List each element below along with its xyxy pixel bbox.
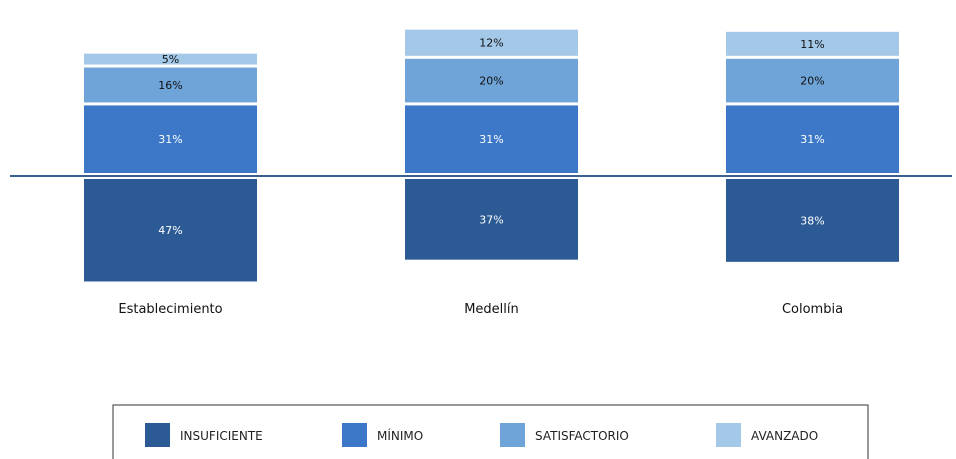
- data-label-medellin-avanzado: 12%: [479, 37, 503, 50]
- legend-swatch-avanzado: [716, 423, 741, 447]
- bar-colombia-avanzado: [726, 31, 899, 56]
- data-label-medellin-insuficiente: 37%: [479, 213, 503, 226]
- legend-label-satisfactorio: SATISFACTORIO: [535, 429, 629, 443]
- data-label-colombia-avanzado: 11%: [800, 38, 824, 51]
- data-label-establecimiento-satisfactorio: 16%: [158, 79, 182, 92]
- category-label-colombia: Colombia: [782, 302, 843, 317]
- legend-box: [112, 404, 869, 459]
- category-label-establecimiento: Establecimiento: [118, 302, 222, 317]
- data-label-establecimiento-avanzado: 5%: [162, 53, 179, 66]
- legend-swatch-insuficiente: [145, 423, 170, 447]
- data-label-colombia-minimo: 31%: [800, 133, 824, 146]
- bar-establecimiento-minimo: [84, 105, 257, 173]
- data-label-establecimiento-insuficiente: 47%: [158, 224, 182, 237]
- data-label-medellin-minimo: 31%: [479, 133, 503, 146]
- bar-medellin-satisfactorio: [405, 58, 578, 103]
- bar-medellin-minimo: [405, 105, 578, 173]
- bar-colombia-minimo: [726, 105, 899, 173]
- bar-medellin-insuficiente: [405, 179, 578, 260]
- bar-colombia-satisfactorio: [726, 58, 899, 103]
- bar-establecimiento-insuficiente: [84, 179, 257, 282]
- legend-swatch-satisfactorio: [500, 423, 525, 447]
- data-label-establecimiento-minimo: 31%: [158, 133, 182, 146]
- category-label-medellin: Medellín: [464, 302, 519, 317]
- legend: INSUFICIENTE MÍNIMO SATISFACTORIO AVANZADO: [145, 423, 818, 447]
- legend-label-avanzado: AVANZADO: [751, 429, 818, 443]
- bar-establecimiento-avanzado: [84, 53, 257, 65]
- data-label-medellin-satisfactorio: 20%: [479, 75, 503, 88]
- data-label-colombia-satisfactorio: 20%: [800, 75, 824, 88]
- bar-colombia-insuficiente: [726, 179, 899, 262]
- legend-label-insuficiente: INSUFICIENTE: [180, 429, 263, 443]
- data-label-colombia-insuficiente: 38%: [800, 214, 824, 227]
- bars-group: 47% 31% 16% 5% 37% 31% 20% 12% 38% 31% 20% 11%: [84, 29, 899, 282]
- category-labels: Establecimiento Medellín Colombia: [118, 302, 843, 317]
- legend-swatch-minimo: [342, 423, 367, 447]
- bar-establecimiento-satisfactorio: [84, 67, 257, 103]
- legend-label-minimo: MÍNIMO: [377, 428, 423, 443]
- bar-medellin-avanzado: [405, 29, 578, 56]
